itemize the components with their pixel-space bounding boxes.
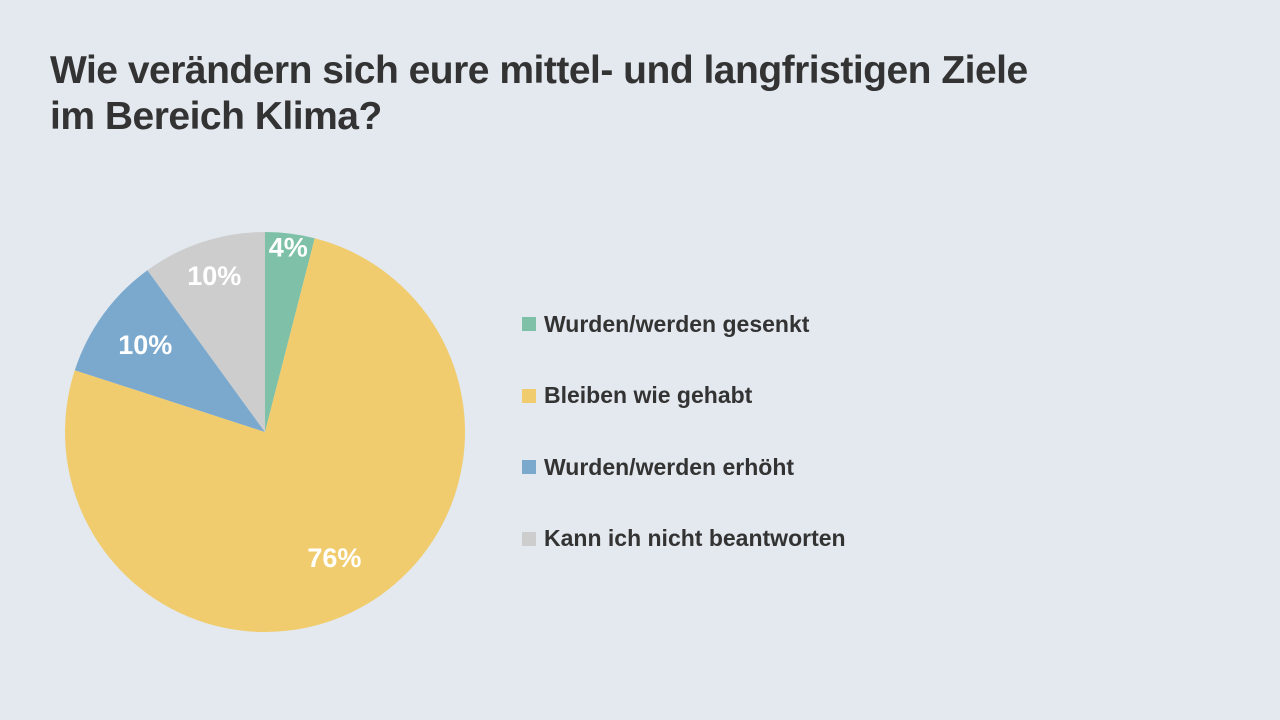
page-title: Wie verändern sich eure mittel- und lang… <box>50 48 1150 140</box>
pie-slice-label-1: 4% <box>269 233 308 263</box>
chart-legend: Wurden/werden gesenkt Bleiben wie gehabt W… <box>522 306 846 592</box>
legend-swatch <box>522 460 536 474</box>
pie-slice-1 <box>265 232 315 432</box>
pie-slice-2 <box>65 238 466 632</box>
title-line-1: Wie verändern sich eure mittel- und lang… <box>50 49 1028 92</box>
title-line-2: im Bereich Klima? <box>50 95 382 138</box>
pie-slice-4 <box>147 232 265 432</box>
legend-item-2: Bleiben wie gehabt <box>522 378 846 414</box>
legend-swatch <box>522 531 536 546</box>
legend-label: Wurden/werden gesenkt <box>544 310 810 337</box>
legend-swatch <box>522 388 536 403</box>
pie-slice-label-4: 10% <box>187 261 241 291</box>
legend-swatch <box>522 317 536 331</box>
pie-slice-label-2: 76% <box>307 543 361 573</box>
pie-slice-label-3: 10% <box>118 330 172 360</box>
legend-label: Kann ich nicht beantworten <box>544 525 846 551</box>
legend-label: Bleiben wie gehabt <box>544 382 753 408</box>
pie-slice-3 <box>74 270 265 432</box>
legend-item-1: Wurden/werden gesenkt <box>522 306 846 342</box>
legend-item-3: Wurden/werden erhöht <box>522 449 846 485</box>
legend-label: Wurden/werden erhöht <box>544 453 795 480</box>
legend-item-4: Kann ich nicht beantworten <box>522 521 846 557</box>
